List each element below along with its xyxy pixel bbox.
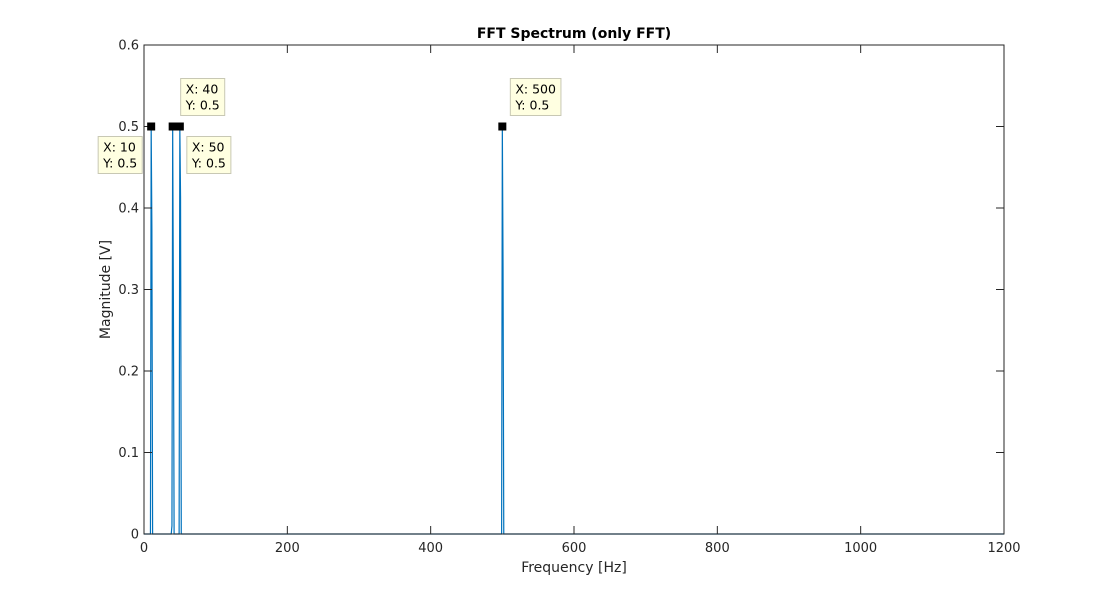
datatip-x-label: X: 50 xyxy=(192,140,225,155)
y-tick-label: 0.3 xyxy=(118,283,139,298)
datatip-box xyxy=(509,78,562,116)
datatip-box xyxy=(186,136,232,174)
datatip-y-label: Y: 0.5 xyxy=(185,98,220,113)
datatip-y-label: Y: 0.5 xyxy=(514,98,549,113)
datatip-marker[interactable] xyxy=(498,122,507,131)
datatip-x-label: X: 500 xyxy=(515,82,556,97)
datatip-marker[interactable] xyxy=(175,122,184,131)
datatip-marker[interactable] xyxy=(168,122,177,131)
datatip-marker[interactable] xyxy=(147,122,156,131)
y-tick-label: 0.6 xyxy=(118,39,139,54)
x-tick-label: 600 xyxy=(562,541,587,556)
ticks-layer: 0 200 400 600 800 1000 1200 0 0.1 0.2 0.3 0.4 0.5 0.6 xyxy=(118,39,1020,557)
y-tick-label: 0.4 xyxy=(118,202,139,217)
x-tick-label: 400 xyxy=(418,541,443,556)
datatip-x-label: X: 10 xyxy=(103,140,136,155)
datatips-layer: X: 10Y: 0.5X: 40Y: 0.5X: 50Y: 0.5X: 500Y… xyxy=(97,78,562,174)
markers-layer xyxy=(147,122,507,131)
chart-title: FFT Spectrum (only FFT) xyxy=(477,26,671,42)
y-axis-label: Magnitude [V] xyxy=(98,240,114,339)
x-tick-label: 1200 xyxy=(987,541,1020,556)
x-axis-label: Frequency [Hz] xyxy=(521,560,627,576)
y-tick-label: 0.1 xyxy=(118,446,139,461)
x-tick-label: 800 xyxy=(705,541,730,556)
x-tick-label: 1000 xyxy=(844,541,877,556)
datatip-y-label: Y: 0.5 xyxy=(102,156,137,171)
datatip[interactable]: X: 10Y: 0.5 xyxy=(97,136,143,174)
datatip-box xyxy=(97,136,143,174)
y-tick-label: 0.5 xyxy=(118,120,139,135)
datatip-x-label: X: 40 xyxy=(186,82,219,97)
x-tick-label: 0 xyxy=(140,541,148,556)
y-tick-label: 0 xyxy=(131,528,139,543)
y-tick-label: 0.2 xyxy=(118,365,139,380)
datatip-y-label: Y: 0.5 xyxy=(191,156,226,171)
plot-background xyxy=(144,45,1004,534)
x-tick-label: 200 xyxy=(275,541,300,556)
datatip[interactable]: X: 40Y: 0.5 xyxy=(180,78,226,116)
datatip[interactable]: X: 50Y: 0.5 xyxy=(186,136,232,174)
datatip-box xyxy=(180,78,226,116)
